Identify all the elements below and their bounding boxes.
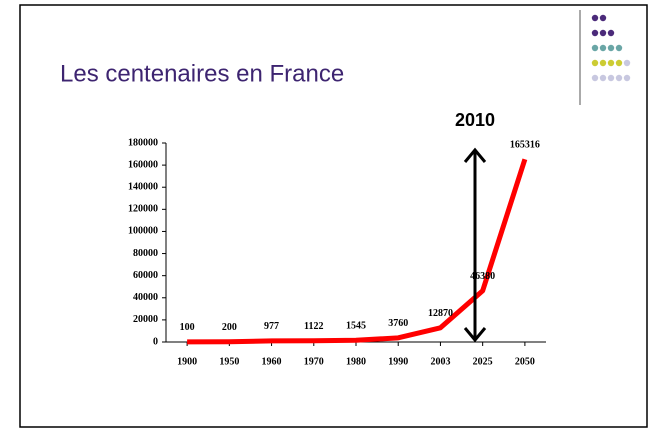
x-tick-label: 1970 [304,356,324,367]
y-tick-label: 0 [153,336,158,347]
x-tick-label: 1950 [219,356,239,367]
decoration-dots [591,14,631,82]
dot [607,29,615,37]
annotation: 2010 [455,110,495,130]
dot [591,44,599,52]
y-tick-label: 140000 [128,182,158,193]
dot [607,74,615,82]
x-tick-label: 1980 [346,356,366,367]
y-tick-label: 160000 [128,159,158,170]
y-tick-label: 180000 [128,137,158,148]
dot [599,74,607,82]
x-tick-label: 2025 [473,356,493,367]
dot [591,14,599,22]
data-label: 1545 [346,321,366,332]
dot [607,59,615,67]
data-label: 165316 [510,140,540,151]
data-label: 1122 [304,321,323,332]
dot [623,59,631,67]
slide-frame [19,4,648,428]
line-series [187,158,528,345]
data-label: 46380 [470,271,495,282]
data-label: 977 [264,321,279,332]
data-label: 100 [180,322,195,333]
dot [599,44,607,52]
dot [615,74,623,82]
x-tick-label: 2003 [430,356,450,367]
x-tick-label: 1960 [262,356,282,367]
data-label: 12870 [428,308,453,319]
y-tick-label: 100000 [128,226,158,237]
dot [607,44,615,52]
x-tick-label: 1900 [177,356,197,367]
y-tick-label: 20000 [133,314,158,325]
dot [615,44,623,52]
x-tick-label: 2050 [515,356,535,367]
dot [599,59,607,67]
y-tick-label: 60000 [133,270,158,281]
data-label: 200 [222,322,237,333]
data-label: 3760 [388,318,408,329]
dot [591,29,599,37]
chart-title: Les centenaires en France [60,60,344,87]
dot [623,74,631,82]
dot [599,14,607,22]
y-tick-label: 120000 [128,204,158,215]
dot [591,59,599,67]
dot [599,29,607,37]
x-tick-label: 1990 [388,356,408,367]
y-tick-label: 80000 [133,248,158,259]
y-tick-label: 40000 [133,292,158,303]
dot [591,74,599,82]
dot [615,59,623,67]
arrow [463,147,487,343]
